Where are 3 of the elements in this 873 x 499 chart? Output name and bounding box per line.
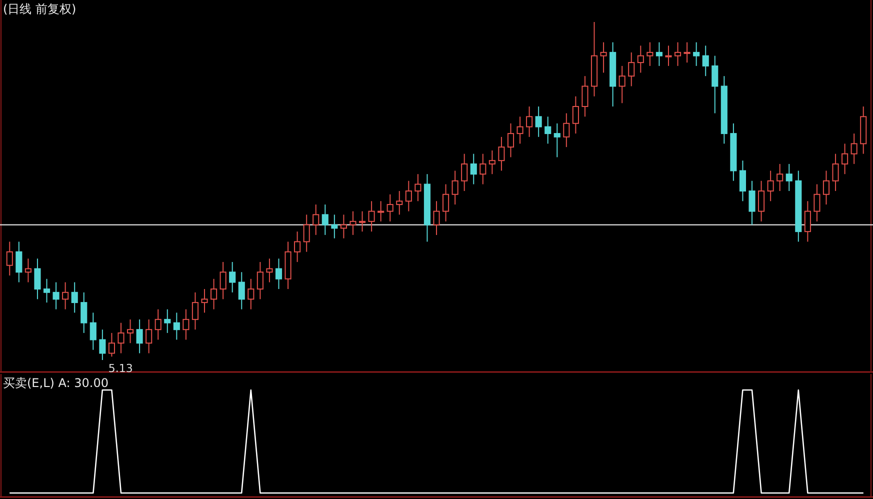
chart-title: (日线 前复权) [3, 2, 76, 16]
text: 5.13 [108, 362, 133, 375]
chart-title: 买卖(E,L) A: 30.00 [3, 376, 108, 390]
